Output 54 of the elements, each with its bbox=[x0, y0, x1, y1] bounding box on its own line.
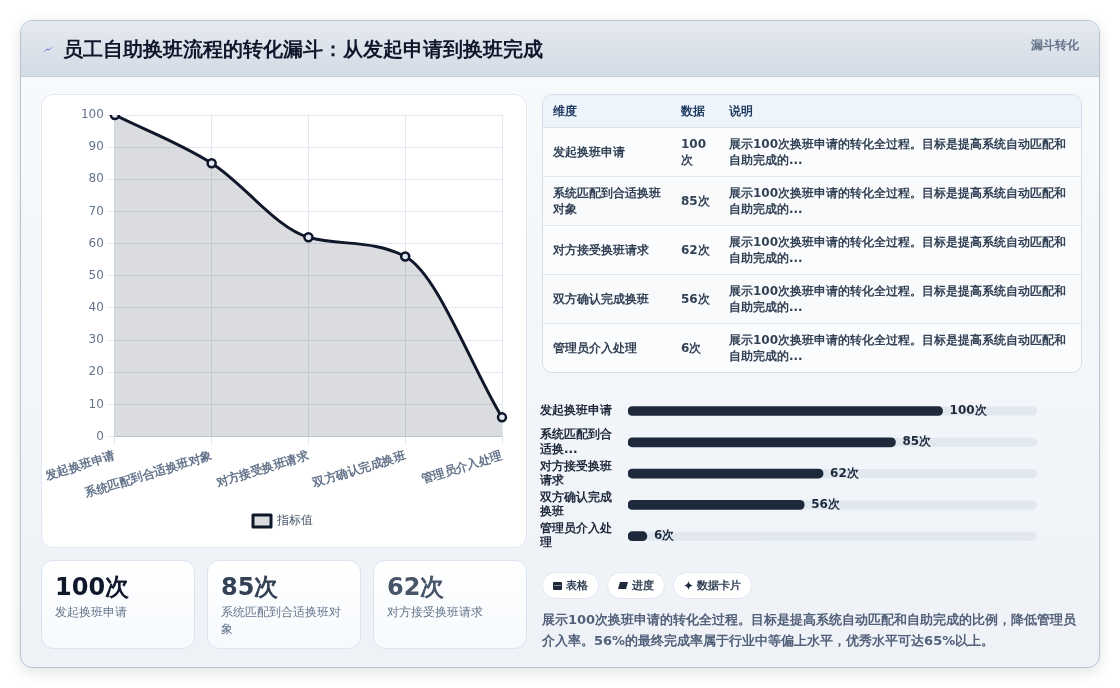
data-label: 62次 bbox=[830, 465, 860, 480]
x-tick-label: 对方接受换班请求 bbox=[213, 447, 312, 490]
category-label: 系统匹配到合适换班对象 bbox=[543, 176, 671, 226]
text: 进度 bbox=[632, 578, 654, 593]
y-tick-label: 发起换班申请 bbox=[539, 403, 612, 418]
text: 对方接受换班请求 bbox=[387, 604, 484, 621]
point bbox=[206, 158, 217, 169]
text: 56次 bbox=[681, 292, 710, 306]
text: 展示100次换班申请的转化全过程。目标是提高系统自动匹配和自助完成的... bbox=[728, 136, 1068, 169]
y-tick-label: 30 bbox=[88, 332, 104, 347]
point bbox=[303, 231, 314, 243]
text: 展示100次换班申请的转化全过程。目标是提高系统自动匹配和自助完成的... bbox=[719, 225, 1081, 275]
y-tick-label: 100 bbox=[80, 107, 104, 122]
text: 100次 bbox=[55, 572, 131, 602]
text: 展示100次换班申请的转化全过程。目标是提高系统自动匹配和自助完成的比例，降低管理员介入率。56%的最终完成率属于行业中等偏上水平，优秀水平可达65%以上。 bbox=[542, 611, 1078, 650]
text: 62次 bbox=[681, 243, 710, 257]
legend-label: 指标值 bbox=[276, 513, 313, 528]
chart-title: 员工自助换班流程的转化漏斗：从发起申请到换班完成 bbox=[63, 36, 543, 62]
text: 62次 bbox=[387, 572, 446, 602]
x-tick-label: 双方确认完成换班 bbox=[310, 447, 407, 490]
y-tick-label: 40 bbox=[88, 300, 104, 315]
text: 数据 bbox=[671, 95, 719, 128]
text: 6次 bbox=[681, 341, 702, 355]
y-tick-label: 80 bbox=[88, 171, 104, 186]
text: 展示100次换班申请的转化全过程。目标是提高系统自动匹配和自助完成的... bbox=[719, 323, 1081, 372]
y-tick-label: 20 bbox=[88, 364, 104, 379]
text: 系统匹配到合适换班对象 bbox=[221, 604, 342, 638]
y-tick-label: 60 bbox=[88, 235, 104, 250]
point bbox=[496, 412, 508, 423]
y-tick-label: 70 bbox=[88, 203, 104, 218]
text: 表格 bbox=[566, 578, 588, 593]
y-tick-label: 90 bbox=[88, 139, 104, 154]
data-label: 85次 bbox=[902, 434, 933, 449]
text: 数据卡片 bbox=[697, 578, 741, 593]
category-label: 发起换班申请 bbox=[552, 144, 626, 161]
y-tick-label: 系统匹配到合适换... bbox=[539, 427, 613, 456]
data-label: 56次 bbox=[811, 497, 841, 512]
y-tick-label: 管理员介入处理 bbox=[539, 521, 612, 550]
data-label: 6次 bbox=[653, 528, 676, 543]
text: 100次 bbox=[681, 137, 707, 167]
data-label: 100次 bbox=[949, 403, 988, 418]
text: 85次 bbox=[681, 194, 710, 208]
text: 展示100次换班申请的转化全过程。目标是提高系统自动匹配和自助完成的... bbox=[719, 274, 1081, 324]
x-tick-label: 管理员介入处理 bbox=[418, 447, 504, 487]
y-tick-label: 0 bbox=[96, 428, 104, 443]
point bbox=[399, 251, 411, 262]
text: 85次 bbox=[221, 572, 280, 602]
y-tick-label: 双方确认完成换班 bbox=[539, 489, 612, 519]
text: 说明 bbox=[719, 95, 1081, 128]
text: 维度 bbox=[543, 95, 671, 128]
y-tick-label: 10 bbox=[88, 396, 104, 411]
text: 漏斗转化 bbox=[1031, 37, 1079, 54]
y-tick-label: 50 bbox=[88, 267, 104, 282]
text: 展示100次换班申请的转化全过程。目标是提高系统自动匹配和自助完成的... bbox=[719, 176, 1081, 226]
